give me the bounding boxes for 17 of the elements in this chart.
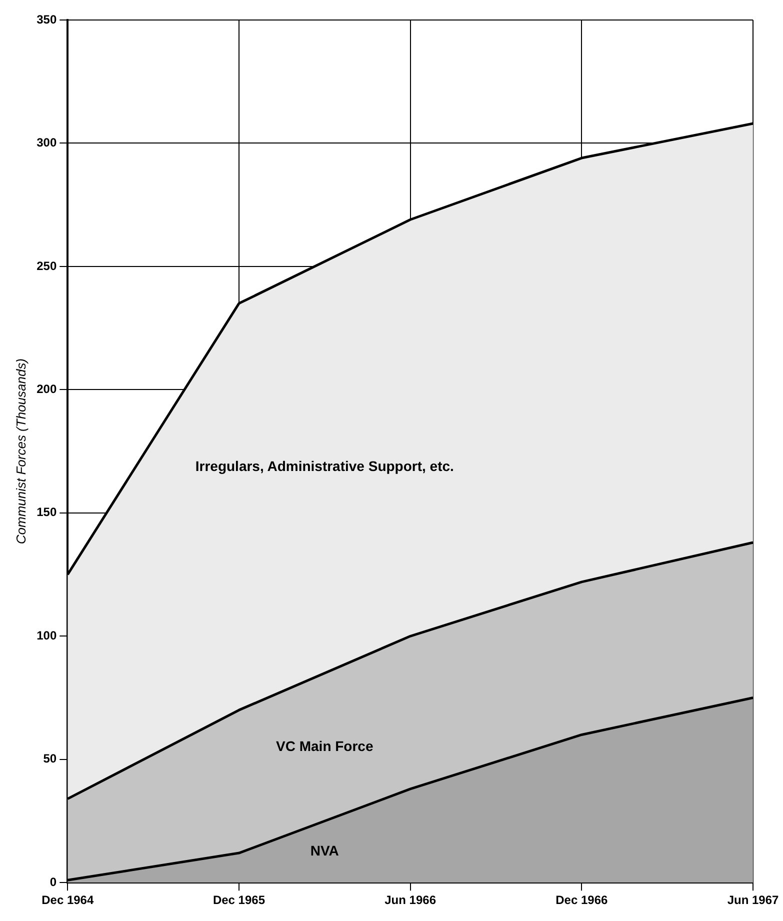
x-tick-label: Dec 1965 — [212, 893, 266, 908]
x-tick-label: Jun 1967 — [727, 893, 779, 908]
y-tick-label: 300 — [36, 136, 57, 150]
series-label: NVA — [310, 842, 339, 859]
y-tick-label: 50 — [43, 752, 57, 766]
x-tick-label: Dec 1966 — [556, 893, 608, 908]
y-tick-label: 250 — [36, 258, 57, 273]
y-tick-label: 350 — [36, 12, 57, 26]
y-axis-title: Communist Forces (Thousands) — [13, 358, 28, 544]
y-tick-label: 100 — [36, 628, 57, 642]
series-label: VC Main Force — [276, 738, 374, 754]
x-tick-label: Jun 1966 — [384, 893, 436, 908]
y-tick-label: 200 — [36, 382, 57, 396]
y-tick-label: 150 — [36, 505, 57, 520]
x-tick-label: Dec 1964 — [42, 893, 94, 908]
y-tick-label: 0 — [50, 874, 57, 889]
series-label: Irregulars, Administrative Support, etc. — [195, 458, 454, 474]
